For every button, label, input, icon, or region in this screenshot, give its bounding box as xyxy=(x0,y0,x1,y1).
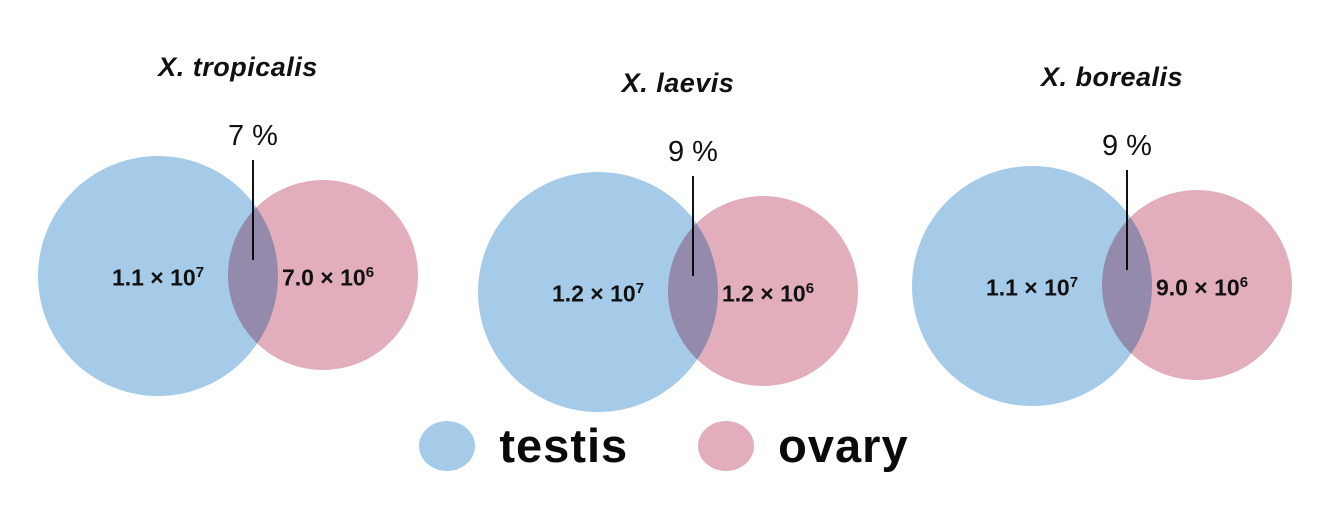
venn-panel-1: X. tropicalis 7 % 1.1 × 107 7.0 × 106 xyxy=(28,42,448,417)
testis-value-base: 1.2 × 10 xyxy=(551,280,636,307)
overlap-percent-label: 9 % xyxy=(1102,130,1152,162)
overlap-percent-label: 9 % xyxy=(668,136,718,168)
ovary-swatch-icon xyxy=(698,420,755,471)
ovary-value-exponent: 6 xyxy=(365,264,375,281)
ovary-value-exponent: 6 xyxy=(1239,274,1249,291)
ovary-value-base: 7.0 × 10 xyxy=(281,264,366,291)
ovary-value-label: 7.0 × 106 xyxy=(258,264,398,292)
ovary-value-base: 1.2 × 10 xyxy=(721,280,806,307)
testis-value-base: 1.1 × 10 xyxy=(985,274,1070,301)
legend-label-ovary: ovary xyxy=(778,419,909,472)
ovary-value-base: 9.0 × 10 xyxy=(1155,274,1240,301)
testis-swatch-icon xyxy=(419,420,476,471)
testis-value-label: 1.1 × 107 xyxy=(932,274,1132,302)
panel-title: X. tropicalis xyxy=(158,52,318,82)
ovary-circle xyxy=(228,180,418,370)
testis-value-base: 1.1 × 10 xyxy=(111,264,196,291)
overlap-percent-label: 7 % xyxy=(228,120,278,152)
legend: testis ovary xyxy=(0,418,1328,473)
legend-label-testis: testis xyxy=(499,419,629,472)
panel-title: X. laevis xyxy=(621,68,735,98)
testis-value-exponent: 7 xyxy=(635,280,645,297)
testis-value-exponent: 7 xyxy=(195,264,205,281)
venn-panel-3: X. borealis 9 % 1.1 × 107 9.0 × 106 xyxy=(902,52,1322,427)
ovary-value-exponent: 6 xyxy=(805,280,815,297)
testis-value-label: 1.2 × 107 xyxy=(498,280,698,308)
ovary-value-label: 1.2 × 106 xyxy=(698,280,838,308)
ovary-value-label: 9.0 × 106 xyxy=(1132,274,1272,302)
testis-value-label: 1.1 × 107 xyxy=(58,264,258,292)
panel-title: X. borealis xyxy=(1040,62,1184,92)
venn-panel-2: X. laevis 9 % 1.2 × 107 1.2 × 106 xyxy=(468,58,888,433)
ovary-circle xyxy=(668,196,858,386)
legend-item-ovary: ovary xyxy=(698,418,908,473)
legend-item-testis: testis xyxy=(419,418,628,473)
testis-value-exponent: 7 xyxy=(1069,274,1079,291)
ovary-circle xyxy=(1102,190,1292,380)
